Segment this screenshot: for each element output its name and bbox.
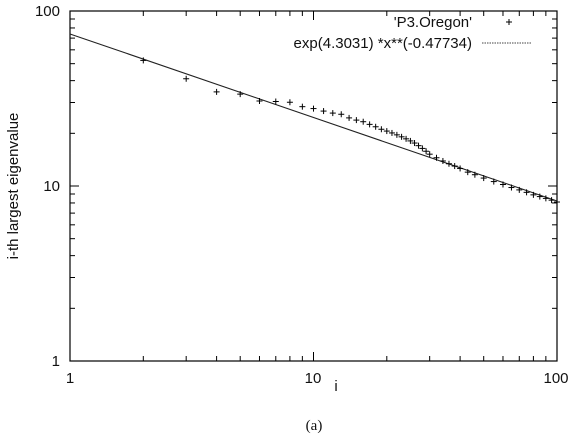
data-point (445, 160, 452, 167)
data-point (378, 126, 385, 133)
fit-line-layer (69, 33, 558, 202)
data-point (407, 137, 414, 144)
data-point (530, 191, 537, 198)
y-tick-label-100: 100 (35, 3, 60, 20)
legend-label-fit: exp(4.3031) *x**(-0.47734) (294, 35, 472, 52)
data-point (490, 178, 497, 185)
data-point (508, 184, 515, 191)
data-point (329, 110, 336, 117)
data-point (542, 195, 549, 202)
data-point (457, 165, 464, 172)
y-tick-label-1: 1 (52, 353, 60, 370)
data-point (499, 181, 506, 188)
data-point (536, 193, 543, 200)
data-points-layer (140, 57, 560, 206)
y-axis-title: i-th largest eigenvalue (5, 113, 22, 260)
data-point (346, 114, 353, 121)
fit-line (69, 33, 558, 202)
x-tick-label-1: 1 (66, 370, 74, 387)
data-point (360, 118, 367, 125)
data-point (393, 131, 400, 138)
data-point (411, 140, 418, 147)
legend-label-points: 'P3.Oregon' (394, 14, 472, 31)
data-point (353, 117, 360, 124)
data-point (451, 163, 458, 170)
data-point (213, 88, 220, 95)
data-point (471, 171, 478, 178)
data-point (415, 142, 422, 149)
data-point (286, 99, 293, 106)
data-point (554, 199, 560, 206)
axis-ticks (69, 10, 558, 362)
figure-caption: (a) (306, 418, 323, 434)
data-point (398, 133, 405, 140)
data-point (516, 186, 523, 193)
data-point (366, 121, 373, 128)
data-point (320, 108, 327, 115)
data-point (237, 91, 244, 98)
x-tick-label-100: 100 (543, 370, 568, 387)
x-tick-label-10: 10 (305, 370, 322, 387)
legend: 'P3.Oregon' exp(4.3031) *x**(-0.47734) (294, 14, 531, 52)
y-tick-label-10: 10 (43, 178, 60, 195)
data-point (523, 189, 530, 196)
data-point (338, 111, 345, 118)
x-axis-title: i (334, 378, 337, 395)
data-point (272, 98, 279, 105)
data-point (383, 128, 390, 135)
data-point (310, 105, 317, 112)
data-point (256, 97, 263, 104)
data-point (140, 57, 147, 64)
data-point (388, 129, 395, 136)
legend-marker-points (506, 19, 512, 25)
data-point (426, 151, 433, 158)
data-point (423, 148, 430, 155)
data-point (439, 157, 446, 164)
data-point (548, 197, 555, 204)
plot-frame (69, 10, 558, 362)
data-point (464, 169, 471, 176)
data-point (183, 75, 190, 82)
data-point (372, 123, 379, 130)
data-point (419, 145, 426, 152)
data-point (403, 135, 410, 142)
data-point (480, 175, 487, 182)
data-point (299, 103, 306, 110)
data-point (433, 154, 440, 161)
